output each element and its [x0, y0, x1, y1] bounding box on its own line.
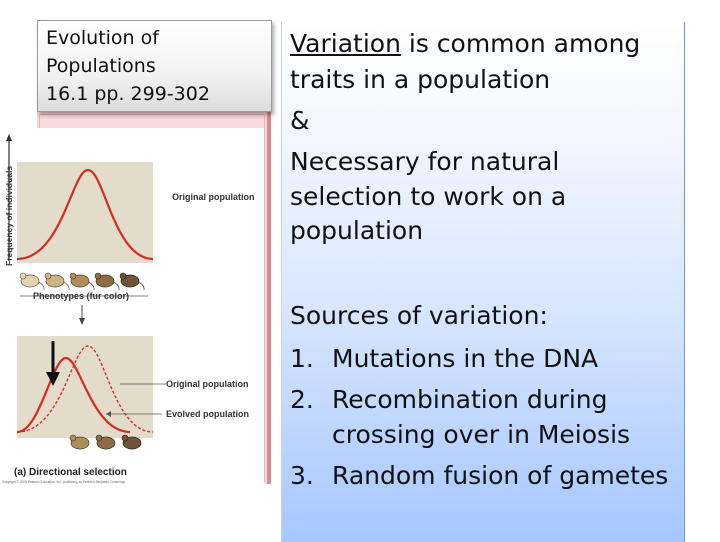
original-population-label: Original population: [172, 192, 255, 202]
original-population-plot: [17, 162, 153, 263]
mouse-row-original: [19, 272, 145, 291]
phenotypes-label: Phenotypes (fur color): [33, 291, 129, 301]
slide-title-box: Evolution of Populations 16.1 pp. 299-30…: [37, 20, 272, 112]
mouse-row-evolved: [69, 434, 142, 450]
content-text-box: Variation is common among traits in a po…: [281, 22, 685, 542]
list-item: 3. Random fusion of gametes: [290, 461, 669, 490]
paragraph-2-line-3: population: [290, 216, 424, 245]
variation-underlined-word: Variation: [290, 29, 401, 58]
list-item: 1. Mutations in the DNA: [290, 344, 599, 373]
directional-selection-figure: Frequency of individuals Original popula…: [0, 128, 264, 488]
ampersand: &: [290, 106, 310, 135]
slide-title: Evolution of Populations 16.1 pp. 299-30…: [46, 24, 210, 108]
original-population-curve: [16, 168, 154, 261]
paragraph-2-line-1: Necessary for natural: [290, 147, 560, 176]
title-line-2: Populations: [46, 55, 156, 77]
original-population-label-2: Original population: [166, 379, 249, 389]
paragraph-1-line-1: Variation is common among: [290, 29, 641, 58]
title-line-3: 16.1 pp. 299-302: [46, 83, 210, 105]
title-line-1: Evolution of: [46, 27, 159, 49]
copyright-note: Copyright © 2006 Pearson Education, Inc.…: [2, 480, 125, 484]
sources-list: 1. Mutations in the DNA 2. Recombination d…: [290, 338, 668, 496]
evolved-population-curve: [16, 356, 131, 434]
sources-heading: Sources of variation:: [290, 301, 548, 330]
panel-caption: (a) Directional selection: [14, 467, 127, 478]
paragraph-1-line-2: traits in a population: [290, 65, 551, 94]
list-item: 2. Recombination during: [290, 385, 608, 414]
frequency-axis-label: Frequency of individuals: [4, 166, 14, 266]
paragraph-2-line-2: selection to work on a: [290, 182, 567, 211]
original-population-curve-dashed: [16, 345, 154, 433]
list-item-continuation: crossing over in Meiosis: [332, 420, 631, 449]
evolved-population-label: Evolved population: [166, 409, 249, 419]
